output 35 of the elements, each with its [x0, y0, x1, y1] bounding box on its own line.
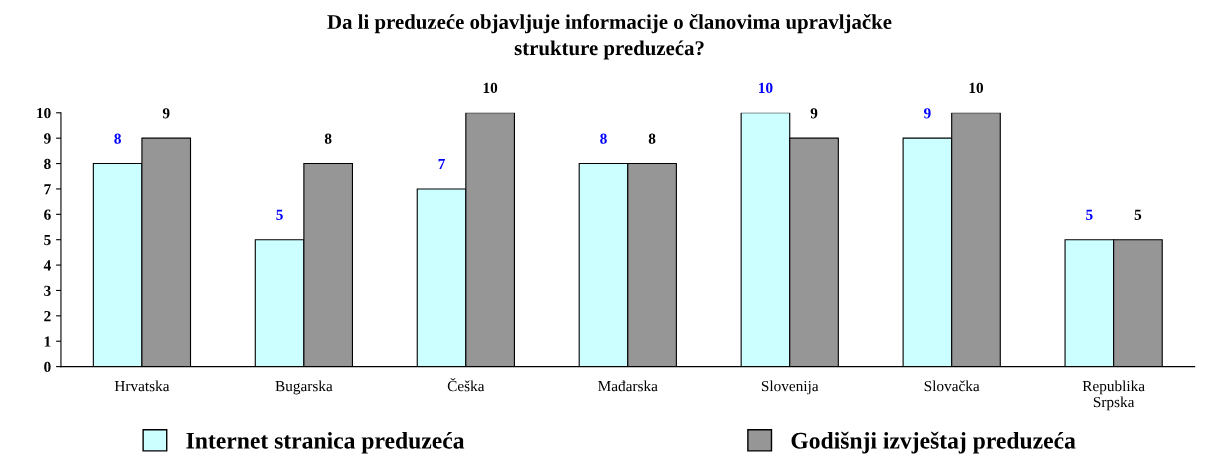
y-tick-label: 3 — [44, 285, 51, 296]
y-tick-label: 1 — [44, 336, 51, 347]
y-tick-label: 7 — [44, 184, 51, 195]
data-label: 9 — [924, 108, 931, 119]
data-label: 5 — [276, 209, 283, 220]
x-tick-label: Češka — [447, 378, 485, 392]
data-label: 5 — [1086, 209, 1093, 220]
y-tick-label: 4 — [43, 260, 51, 271]
data-label: 10 — [969, 82, 984, 94]
data-label: 5 — [1134, 209, 1142, 220]
x-tick-label: Slovenija — [761, 380, 819, 395]
y-tick-label: 2 — [44, 311, 51, 322]
data-label: 10 — [759, 82, 773, 94]
x-tick-label: Slovačka — [924, 380, 980, 392]
y-tick-label: 0 — [44, 361, 51, 373]
legend-label: Internet stranica preduzeća — [186, 432, 465, 454]
data-label: 10 — [483, 82, 498, 94]
data-label: 8 — [648, 133, 656, 144]
y-tick-label: 8 — [44, 158, 51, 170]
data-label: 8 — [600, 133, 607, 144]
data-label: 9 — [162, 108, 170, 119]
legend-label: Godišnji izvještaj preduzeća — [791, 431, 1076, 454]
y-tick-label: 9 — [44, 133, 51, 144]
x-tick-label: Republika Srpska — [1082, 380, 1145, 411]
x-tick-label: Mađarska — [598, 380, 658, 392]
x-tick-label: Bugarska — [275, 380, 333, 395]
data-label: 8 — [324, 133, 332, 144]
y-tick-label: 6 — [44, 209, 51, 220]
x-tick-label: Hrvatska — [114, 380, 170, 392]
y-tick-label: 10 — [37, 107, 51, 119]
y-tick-label: 5 — [44, 235, 51, 246]
data-label: 9 — [810, 108, 818, 119]
chart-title: Da li preduzeće objavljuje informacije o članovima upravljačke strukture preduzeća? — [327, 14, 892, 60]
data-label: 7 — [438, 159, 445, 170]
data-label: 8 — [114, 133, 121, 144]
